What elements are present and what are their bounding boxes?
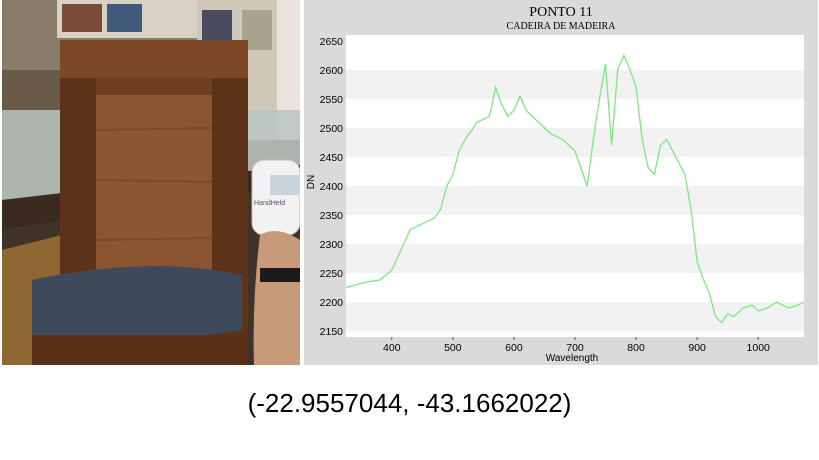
x-tick-label: 1000 xyxy=(747,342,771,354)
x-tick-label: 400 xyxy=(383,342,401,354)
wristwatch xyxy=(260,268,300,282)
handheld-spectrometer: HandHeld xyxy=(251,159,300,236)
gps-coordinates: (-22.9557044, -43.1662022) xyxy=(247,388,572,418)
y-tick-label: 2600 xyxy=(320,65,344,77)
grid-band xyxy=(346,69,804,99)
y-tick-label: 2450 xyxy=(320,152,344,164)
grid-bands xyxy=(346,69,804,332)
x-tick-label: 900 xyxy=(688,342,706,354)
x-axis-label: Wavelength xyxy=(546,353,598,364)
spectrum-chart: PONTO 11 CADEIRA DE MADEIRA 2150 2200 2250… xyxy=(306,5,805,364)
y-tick-label: 2300 xyxy=(320,239,344,251)
grid-band xyxy=(346,302,804,332)
chart-subtitle: CADEIRA DE MADEIRA xyxy=(507,21,617,32)
chair-photo: HandHeld xyxy=(2,0,300,365)
device-label: HandHeld xyxy=(254,200,285,207)
y-tick-label: 2350 xyxy=(320,210,344,222)
y-tick-label: 2200 xyxy=(320,297,344,309)
y-tick-label: 2150 xyxy=(320,326,344,338)
y-tick-label: 2400 xyxy=(320,181,344,193)
series-line-dn xyxy=(345,53,805,324)
grid-band xyxy=(346,186,804,216)
x-axis: 400 500 600 700 800 900 1000 xyxy=(383,337,770,354)
y-tick-label: 2500 xyxy=(320,123,344,135)
grid-band xyxy=(346,244,804,274)
x-tick-label: 500 xyxy=(444,342,462,354)
x-tick-label: 700 xyxy=(566,342,584,354)
y-tick-label: 2550 xyxy=(320,94,344,106)
y-axis: 2150 2200 2250 2300 2350 2400 2450 2500 2550 2600… xyxy=(320,36,344,338)
y-tick-label: 2650 xyxy=(320,36,344,48)
operator-arm xyxy=(253,231,300,365)
chart-title: PONTO 11 xyxy=(529,5,592,20)
y-axis-label: DN xyxy=(306,175,317,189)
y-tick-label: 2250 xyxy=(320,268,344,280)
x-tick-label: 800 xyxy=(627,342,645,354)
x-tick-label: 600 xyxy=(505,342,523,354)
spectrum-chart-panel: PONTO 11 CADEIRA DE MADEIRA 2150 2200 2250… xyxy=(304,0,818,365)
